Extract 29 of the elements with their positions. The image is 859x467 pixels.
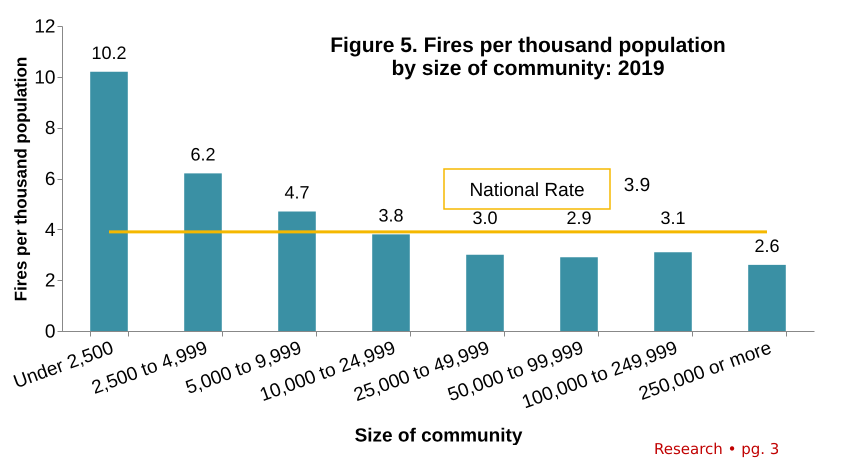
data-label: 2.6 (754, 236, 780, 256)
y-tick-label: 8 (44, 118, 56, 140)
bar (372, 234, 410, 331)
data-label: 3.0 (472, 208, 498, 228)
bar (184, 173, 222, 331)
data-label: 3.1 (660, 208, 686, 228)
y-tick-label: 6 (44, 169, 56, 190)
data-label: 6.2 (190, 144, 216, 164)
text: Research • pg. 3 (654, 440, 780, 458)
bar (748, 264, 786, 331)
y-tick-label: 12 (34, 16, 56, 38)
text: Figure 5. Fires per thousand population by size of community: 2019 (330, 34, 726, 80)
bar (278, 212, 316, 331)
bar (466, 254, 504, 331)
bar (560, 257, 598, 331)
bar (90, 72, 128, 331)
y-axis-title: Fires per thousand population (11, 56, 30, 302)
y-tick-label: 4 (44, 220, 56, 241)
data-label: 3.8 (378, 205, 404, 226)
bar (654, 252, 692, 331)
y-tick-label: 0 (44, 322, 56, 342)
data-label: 10.2 (91, 42, 127, 63)
data-label: 4.7 (284, 182, 310, 203)
ref-line-label: National Rate (469, 180, 585, 201)
y-tick-label: 10 (34, 67, 56, 88)
annotation: 3.9 (624, 174, 650, 196)
x-axis-title: Size of community (354, 425, 523, 446)
data-label: 2.9 (566, 208, 592, 228)
y-tick-label: 2 (44, 270, 56, 292)
